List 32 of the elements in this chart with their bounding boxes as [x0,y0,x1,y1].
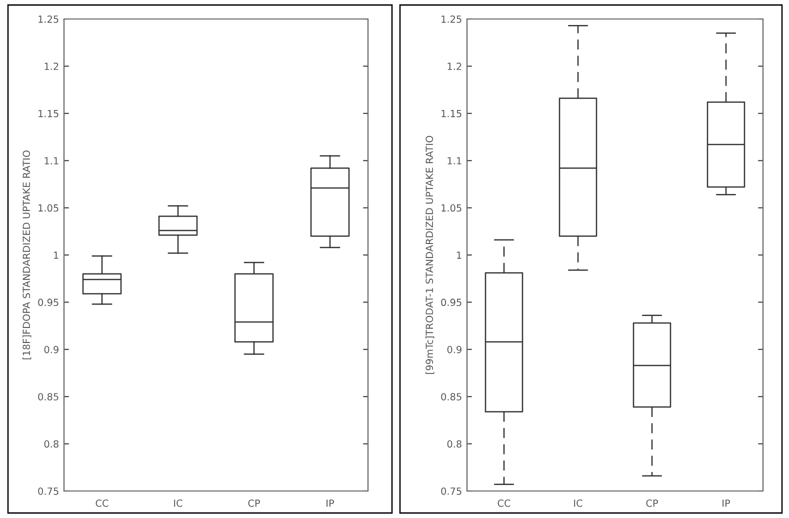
y-tick-label: 1.05 [38,204,58,212]
x-tick-label: CP [646,500,658,507]
y-tick-label: 1 [457,252,462,259]
y-axis-title: [99mTc]TRODAT-1 STANDARDIZED UPTAKE RATIO [426,136,434,374]
y-tick-label: 1.15 [38,110,58,118]
y-tick-label: 1.15 [442,110,462,118]
y-tick-label: 0.85 [38,393,58,400]
x-tick-label: IP [722,500,730,507]
x-tick-label: IP [326,500,334,507]
y-tick-label: 0.8 [44,440,58,448]
y-tick-label: 0.95 [38,298,58,306]
y-tick-label: 0.8 [447,440,462,448]
y-tick-label: 0.9 [44,346,58,354]
y-tick-label: 0.75 [441,487,462,495]
y-tick-label: 1.2 [448,62,462,70]
y-tick-label: 1.05 [442,204,462,212]
y-axis-title: [18F]FDOPA STANDARDIZED UPTAKE RATIO [22,150,32,360]
x-tick-label: CC [498,500,510,507]
x-tick-label: IC [174,500,182,507]
x-tick-label: CP [248,500,260,507]
y-tick-label: 0.95 [441,298,462,306]
x-tick-label: CC [96,500,108,507]
y-tick-label: 1.1 [44,157,58,164]
y-tick-label: 1.2 [44,62,58,70]
y-tick-label: 1.25 [38,15,58,23]
y-tick-label: 0.85 [441,393,462,400]
y-tick-label: 1.25 [442,15,462,23]
y-tick-label: 1.1 [448,157,462,164]
y-tick-label: 0.75 [38,487,58,495]
y-tick-label: 1 [54,252,58,259]
y-tick-label: 0.9 [447,346,462,354]
x-tick-label: IC [574,500,582,507]
